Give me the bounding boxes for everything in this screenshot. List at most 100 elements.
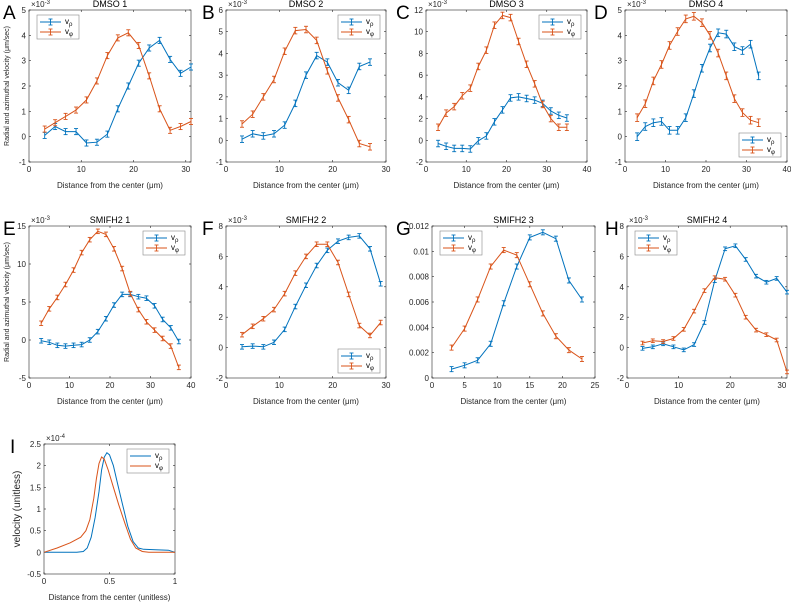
error-bar: [53, 119, 58, 127]
error-bar: [368, 143, 372, 151]
axis-exponent-power: -3: [643, 216, 649, 222]
x-tick-label: 0.5: [104, 577, 116, 586]
error-bar: [304, 282, 308, 289]
panel-letter: I: [10, 437, 15, 458]
error-bar: [126, 82, 131, 90]
error-bar: [516, 37, 521, 46]
y-tick-label: -1: [216, 158, 224, 167]
chart-title: DMSO 2: [289, 0, 324, 9]
y-tick-label: 3: [219, 71, 224, 80]
legend-label: vφ: [468, 243, 476, 254]
error-bar: [650, 344, 655, 350]
error-bar: [368, 332, 372, 339]
axis-exponent-power: -3: [45, 0, 51, 6]
error-bar: [540, 100, 545, 109]
y-tick-label: -2: [216, 374, 224, 383]
error-bar: [240, 135, 244, 143]
legend-label-subscript: φ: [667, 248, 671, 254]
series-line-v-phi: [636, 15, 759, 124]
error-bar: [785, 369, 789, 375]
error-bar: [723, 246, 728, 252]
error-bar: [168, 126, 173, 134]
error-bar: [272, 306, 276, 313]
error-bar: [126, 29, 131, 37]
y-tick-label: -0.5: [27, 570, 41, 579]
error-bar: [579, 296, 584, 303]
error-bar: [304, 253, 308, 260]
y-tick-label: 6: [219, 6, 224, 15]
y-tick-label: 4: [620, 283, 625, 292]
error-bar: [723, 276, 728, 282]
x-tick-label: 30: [542, 165, 551, 174]
axis-exponent-power: -3: [442, 0, 448, 6]
y-tick-label: 4: [219, 49, 224, 58]
x-axis-label: Distance from the center (μm): [461, 397, 567, 406]
x-tick-label: 0: [224, 381, 229, 390]
legend-label: vφ: [567, 27, 575, 38]
error-bar: [293, 99, 298, 108]
error-bar: [240, 120, 244, 128]
error-bar: [261, 344, 266, 350]
x-tick-label: 30: [146, 381, 155, 390]
error-bar: [147, 72, 152, 80]
error-bar: [282, 290, 287, 297]
error-bar: [527, 281, 532, 288]
error-bar: [548, 107, 553, 115]
error-bar: [250, 343, 255, 349]
chart-title: DMSO 4: [689, 0, 724, 9]
error-bar: [724, 71, 729, 81]
error-bar: [94, 138, 99, 146]
error-bar: [508, 13, 513, 22]
error-bar: [115, 34, 120, 42]
x-tick-label: 20: [106, 381, 115, 390]
error-bar: [508, 94, 513, 102]
error-bar: [659, 117, 664, 126]
error-bar: [136, 306, 141, 313]
error-bar: [95, 228, 100, 235]
error-bar: [94, 77, 99, 85]
legend-label: vρ: [567, 17, 575, 28]
error-bar: [527, 234, 532, 241]
y-tick-label: 2: [37, 462, 42, 471]
legend-label-subscript: ρ: [159, 456, 163, 462]
x-tick-label: 25: [591, 381, 600, 390]
error-bar: [250, 323, 255, 330]
y-tick-label: 12: [414, 6, 423, 15]
error-bar: [357, 139, 362, 148]
error-bar: [764, 332, 769, 337]
x-tick-label: 40: [783, 165, 791, 174]
x-tick-label: 20: [129, 165, 138, 174]
axis-exponent: ×10-3: [629, 216, 649, 225]
error-bar: [449, 366, 454, 373]
series-line-v-rho: [636, 32, 760, 138]
error-bar: [189, 117, 193, 125]
axis-exponent: ×10-3: [228, 216, 248, 225]
axis-exponent-power: -3: [242, 0, 248, 6]
error-bar: [699, 64, 704, 73]
error-bar: [716, 28, 721, 38]
error-bar: [160, 335, 165, 342]
error-bar: [168, 325, 173, 331]
y-tick-label: 15: [17, 222, 26, 231]
x-tick-label: 10: [674, 381, 683, 390]
error-bar: [683, 113, 688, 122]
y-tick-label: 4: [419, 93, 424, 102]
legend-label-subscript: ρ: [472, 238, 476, 244]
error-bar: [71, 267, 76, 273]
error-bar: [640, 346, 645, 351]
legend-label: vφ: [366, 361, 374, 372]
error-bar: [55, 342, 60, 349]
x-tick-label: 30: [382, 165, 391, 174]
error-bar: [716, 48, 721, 58]
error-bar: [740, 108, 745, 117]
error-bar: [449, 344, 454, 351]
error-bar: [378, 281, 383, 287]
y-tick-label: 0: [425, 374, 430, 383]
error-bar: [733, 243, 738, 249]
error-bar: [346, 234, 351, 241]
error-bar: [272, 339, 276, 346]
legend-label-subscript: φ: [771, 150, 775, 156]
